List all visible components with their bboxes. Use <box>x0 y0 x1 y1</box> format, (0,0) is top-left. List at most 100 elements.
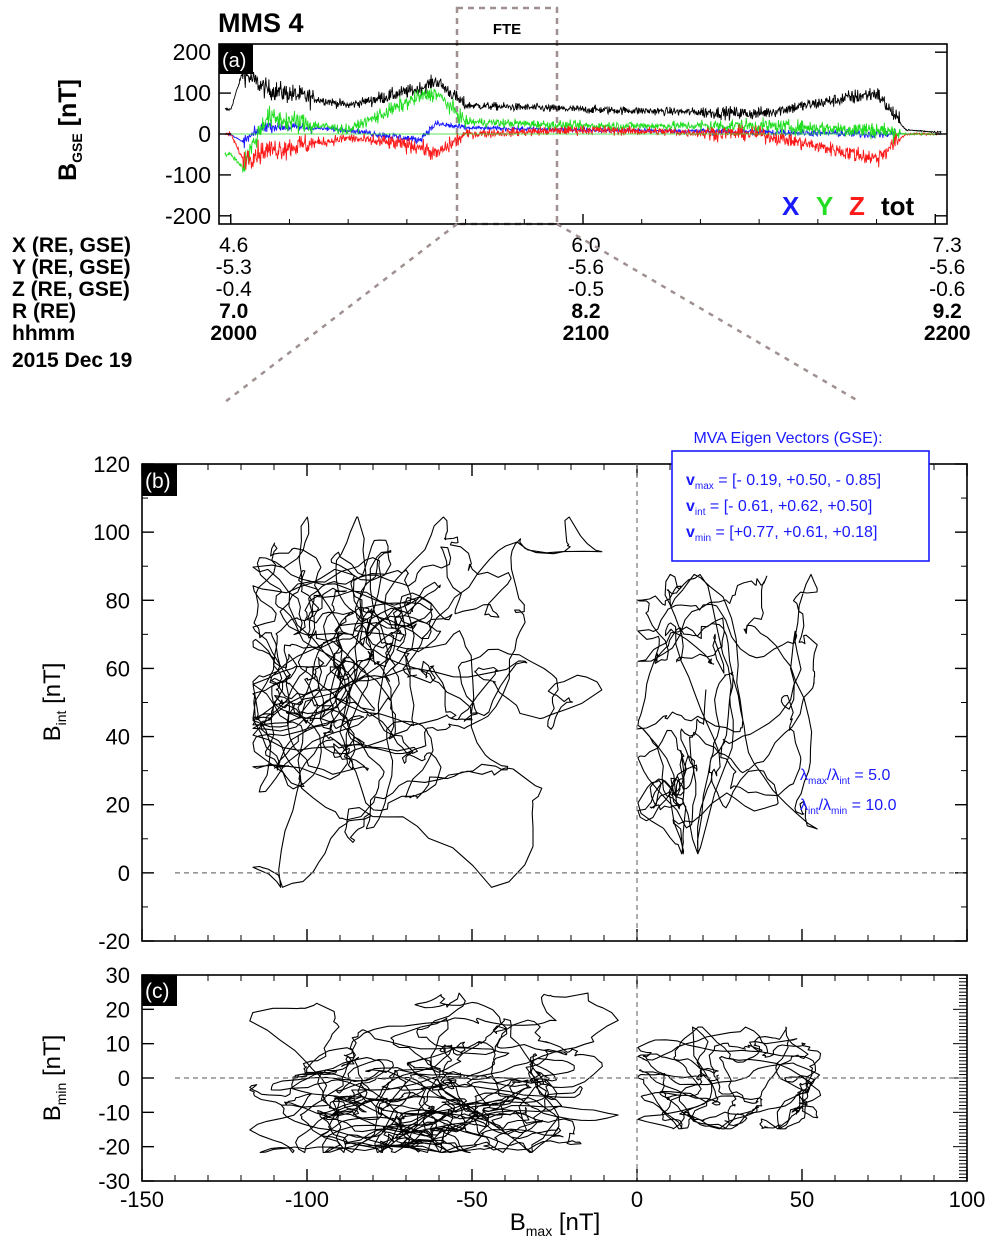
legend-x: X <box>782 191 800 221</box>
svg-text:BGSE [nT]: BGSE [nT] <box>54 79 85 181</box>
orbit-table: X (RE, GSE) 4.6 6.0 7.3Y (RE, GSE) -5.3 -5.6-… <box>12 234 971 345</box>
b-ytick-label: 40 <box>106 725 130 750</box>
ylabel-c-sub: min <box>53 1083 69 1106</box>
ratio-int-min: λint/λmin = 10.0 <box>800 797 897 817</box>
hodogram-c-region1 <box>249 992 619 1154</box>
mva-row-max: vmax = [- 0.19, +0.50, - 0.85] <box>686 472 881 492</box>
orbit-row-value: -0.5 <box>568 278 604 301</box>
ylabel-b-unit: [nT] <box>39 663 66 711</box>
fte-label: FTE <box>493 21 521 38</box>
orbit-row-value: 2000 <box>210 322 257 345</box>
legend-tot: tot <box>881 191 915 221</box>
orbit-row-value: 7.3 <box>933 234 962 257</box>
panel-b-label-bg <box>142 464 177 496</box>
orbit-row-value: -5.6 <box>568 256 604 279</box>
c-ytick-label: -10 <box>98 1100 130 1125</box>
eigenvalue-ratios: λmax/λint = 5.0 λint/λmin = 10.0 <box>800 767 897 817</box>
panel-c-label: (c) <box>145 980 170 1003</box>
b-ytick-label: 80 <box>106 588 130 613</box>
c-xtick-label: 50 <box>790 1187 814 1212</box>
b-ytick-label: 100 <box>93 520 130 545</box>
orbit-row-value: 9.2 <box>933 300 962 323</box>
orbit-row-label: hhmm <box>12 322 75 345</box>
orbit-row-value: 8.2 <box>571 300 600 323</box>
c-xtick-label: -100 <box>285 1187 329 1212</box>
ylabel-c-unit: [nT] <box>39 1035 66 1083</box>
legend-y: Y <box>816 191 833 221</box>
orbit-row-label: R (RE) <box>12 300 76 323</box>
panel-a-traces <box>224 68 942 174</box>
orbit-row-value: 2100 <box>563 322 610 345</box>
mva-box <box>671 450 930 562</box>
ylabel-c-main: B <box>39 1105 66 1121</box>
hodogram-b-region1 <box>252 516 603 888</box>
a-ytick-label: -200 <box>165 203 211 229</box>
series-tot-trace <box>224 68 942 134</box>
ylabel-a-unit: [nT] <box>54 79 82 133</box>
a-ytick-label: -100 <box>165 162 211 188</box>
mva-annotation: MVA Eigen Vectors (GSE): vmax = [- 0.19,… <box>671 430 930 562</box>
orbit-row-value: -0.6 <box>929 278 965 301</box>
orbit-row-value: 4.6 <box>219 234 248 257</box>
panel-b-label: (b) <box>145 470 171 493</box>
svg-text:Bmin [nT]: Bmin [nT] <box>39 1035 69 1122</box>
panel-b-ylabel: Bint [nT] <box>39 663 69 742</box>
panel-c-hodogram <box>249 992 822 1154</box>
panel-c-ylabel: Bmin [nT] <box>39 1035 69 1122</box>
panel-a-ylabel: BGSE [nT] <box>54 79 85 181</box>
hodogram-b-region2 <box>637 573 818 855</box>
panel-c-xlabel: Bmax [nT] <box>510 1209 600 1239</box>
ylabel-b-main: B <box>39 725 66 741</box>
zoom-line-right <box>556 222 861 404</box>
orbit-row-label: X (RE, GSE) <box>12 234 131 257</box>
ratio-max-int: λmax/λint = 5.0 <box>800 767 891 787</box>
b-ytick-label: 60 <box>106 656 130 681</box>
orbit-row-value: -5.3 <box>216 256 252 279</box>
panel-a-label: (a) <box>222 50 246 72</box>
orbit-row-value: 2200 <box>924 322 971 345</box>
c-xtick-label: -150 <box>120 1187 164 1212</box>
orbit-row-value: 6.0 <box>571 234 600 257</box>
b-ytick-label: 120 <box>93 452 130 477</box>
date-label: 2015 Dec 19 <box>12 349 132 372</box>
c-ytick-label: 30 <box>106 963 130 988</box>
orbit-row-label: Y (RE, GSE) <box>12 256 131 279</box>
panel-c-label-bg <box>142 975 177 1006</box>
c-ytick-label: -20 <box>98 1135 130 1160</box>
c-ytick-label: 0 <box>118 1066 130 1091</box>
c-ytick-label: -30 <box>98 1169 130 1194</box>
a-ytick-label: 0 <box>198 121 211 147</box>
panel-a-ticks: -200 -100 0 100 200 <box>165 39 947 229</box>
a-ytick-label: 200 <box>173 39 211 65</box>
spacecraft-title: MMS 4 <box>218 8 304 38</box>
orbit-row-label: Z (RE, GSE) <box>12 278 130 301</box>
hodogram-c-region2 <box>637 1026 822 1130</box>
b-ytick-label: 0 <box>118 861 130 886</box>
zoom-line-left <box>224 223 458 403</box>
panel-a-label-bg <box>219 44 253 74</box>
ylabel-a-sub: GSE <box>69 133 85 163</box>
panel-a-plot: -200 -100 0 100 200 (a) <box>165 39 948 229</box>
panel-a-legend: X Y Z tot <box>782 191 915 221</box>
fte-box <box>455 6 559 226</box>
c-ytick-label: 20 <box>106 997 130 1022</box>
legend-z: Z <box>849 191 865 221</box>
series-Y-trace <box>224 87 942 174</box>
mva-row-int: vint = [- 0.61, +0.62, +0.50] <box>686 498 872 518</box>
orbit-row-value: 7.0 <box>219 300 248 323</box>
a-ytick-label: 100 <box>173 80 211 106</box>
svg-text:Bint [nT]: Bint [nT] <box>39 663 69 742</box>
orbit-row-value: -0.4 <box>216 278 253 301</box>
ylabel-a-main: B <box>54 163 82 181</box>
mva-title: MVA Eigen Vectors (GSE): <box>693 430 882 447</box>
b-ytick-label: -20 <box>98 929 130 954</box>
panel-b-hodogram <box>252 516 818 888</box>
ylabel-b-sub: int <box>53 711 69 726</box>
c-xtick-label: -50 <box>456 1187 488 1212</box>
c-xtick-label: 0 <box>631 1187 643 1212</box>
mva-row-min: vmin = [+0.77, +0.61, +0.18] <box>686 524 877 544</box>
b-ytick-label: 20 <box>106 793 130 818</box>
